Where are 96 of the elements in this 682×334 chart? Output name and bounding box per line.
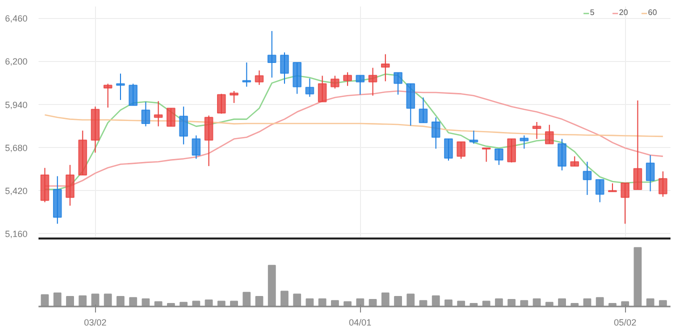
bar: [381, 292, 390, 306]
bar: [66, 296, 74, 306]
candlestick: [544, 124, 554, 144]
candlestick: [482, 148, 491, 162]
bar: [432, 295, 440, 306]
candlestick: [444, 138, 453, 162]
candlestick: [380, 54, 390, 82]
candlestick: [166, 108, 176, 127]
candlestick: [532, 122, 542, 140]
candlestick: [431, 116, 440, 150]
legend-label: 5: [590, 8, 596, 17]
candlestick: [582, 161, 592, 196]
bar: [634, 247, 642, 306]
bar: [318, 298, 326, 306]
candlestick: [254, 70, 264, 86]
bar: [520, 300, 528, 306]
candlestick: [646, 154, 655, 192]
y-tick-label: 6,200: [4, 56, 28, 67]
bar: [457, 300, 466, 306]
candlestick: [66, 164, 74, 206]
bar: [444, 300, 452, 306]
candlestick: [368, 67, 378, 96]
bar: [280, 290, 288, 306]
candlestick: [494, 148, 504, 166]
bar: [470, 303, 478, 306]
candlestick: [128, 83, 138, 106]
bar: [306, 298, 314, 306]
bar: [255, 296, 264, 306]
candlestick: [507, 138, 516, 163]
bar: [129, 297, 138, 306]
candlestick: [520, 134, 529, 150]
candlestick: [242, 62, 252, 88]
legend-label: 60: [648, 8, 658, 17]
bar: [330, 300, 339, 306]
y-tick-label: 5,940: [4, 100, 28, 110]
bar: [356, 298, 364, 306]
bar: [494, 298, 503, 306]
bar: [482, 300, 490, 306]
bar: [368, 298, 377, 306]
candlestick: [394, 72, 402, 96]
bar: [217, 300, 226, 306]
y-tick-label: 5,420: [4, 186, 28, 196]
candlestick: [356, 74, 365, 96]
candlestick: [305, 78, 314, 98]
candlestick: [103, 83, 112, 108]
bar: [508, 298, 516, 306]
bar: [570, 303, 579, 306]
bar: [406, 294, 415, 306]
candlestick: [343, 72, 352, 86]
bar: [204, 300, 213, 306]
bar: [116, 296, 124, 306]
bar: [40, 294, 49, 306]
bar: [419, 300, 428, 306]
bar: [646, 298, 654, 306]
candlestick: [204, 115, 214, 167]
bar: [558, 298, 566, 306]
bar: [104, 294, 112, 306]
bar: [596, 297, 604, 306]
bar: [242, 292, 251, 306]
y-tick-label: 5,160: [4, 229, 28, 240]
bar: [91, 294, 100, 306]
x-tick-label: 05/02: [614, 318, 636, 328]
candlestick: [141, 101, 150, 127]
candlestick: [620, 182, 630, 224]
candlestick: [116, 73, 125, 100]
candlestick: [318, 75, 327, 102]
y-tick-label: 6,460: [4, 14, 28, 24]
candlestick: [230, 90, 238, 104]
candlestick: [558, 138, 566, 171]
candlestick: [456, 141, 466, 160]
candlestick: [469, 130, 478, 144]
bar: [78, 295, 87, 306]
y-tick-label: 5,680: [4, 142, 28, 153]
bar: [394, 296, 402, 306]
candlestick: [658, 170, 668, 198]
candlestick: [179, 106, 188, 145]
bar: [53, 292, 62, 306]
bar: [180, 302, 188, 306]
x-tick-label: 04/01: [348, 318, 372, 328]
legend-label: 20: [619, 8, 629, 17]
x-tick-label: 03/02: [84, 318, 107, 328]
candlestick: [418, 96, 428, 124]
bar: [192, 300, 200, 306]
candlestick: [154, 100, 163, 127]
bar: [293, 294, 302, 306]
bar: [230, 300, 238, 306]
candlestick: [267, 30, 276, 78]
bar: [532, 298, 541, 306]
candlestick: [192, 134, 201, 160]
candlestick: [633, 100, 642, 190]
candlestick: [595, 179, 604, 203]
bar: [268, 264, 276, 306]
bar: [658, 300, 667, 306]
candlestick: [570, 156, 580, 167]
candlestick: [330, 75, 340, 90]
candlestick: [280, 52, 289, 84]
